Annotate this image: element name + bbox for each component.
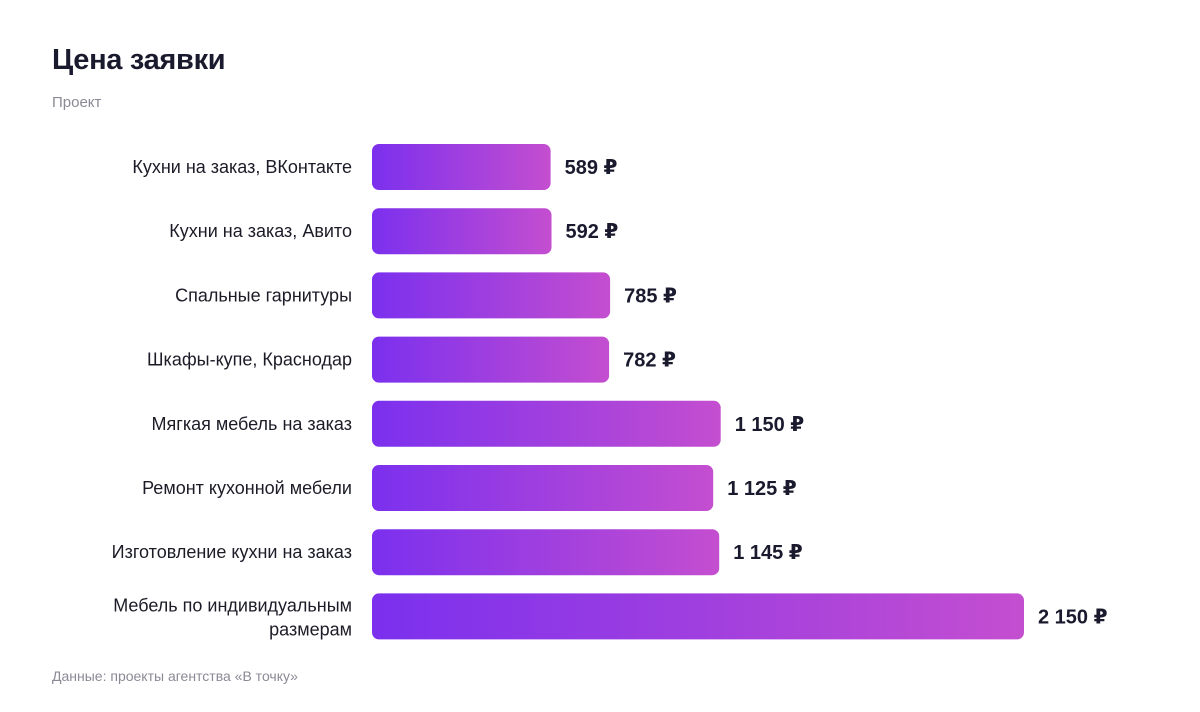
bar-row: Ремонт кухонной мебели 1 125 ₽ — [142, 465, 797, 511]
category-label: Кухни на заказ, ВКонтакте — [132, 157, 352, 177]
bar — [372, 593, 1024, 640]
value-label: 1 125 ₽ — [727, 478, 797, 500]
chart-subtitle: Проект — [52, 94, 102, 111]
value-label: 1 145 ₽ — [733, 542, 803, 564]
bars-group: Кухни на заказ, ВКонтакте 589 ₽Кухни на з… — [112, 144, 1108, 640]
bar-row: Кухни на заказ, ВКонтакте 589 ₽ — [132, 144, 618, 190]
bar — [372, 144, 551, 190]
bar — [372, 529, 720, 576]
bar-row: Кухни на заказ, Авито 592 ₽ — [169, 208, 619, 255]
value-label: 592 ₽ — [566, 221, 619, 243]
category-label: Ремонт кухонной мебели — [142, 478, 352, 498]
value-label: 785 ₽ — [624, 285, 677, 307]
bar — [372, 465, 714, 511]
bar — [372, 336, 610, 383]
data-source-note: Данные: проекты агентства «В точку» — [52, 668, 298, 684]
chart-title: Цена заявки — [52, 44, 226, 76]
category-label: Мебель по индивидуальным размерам — [113, 595, 352, 639]
bar — [372, 208, 552, 255]
bar — [372, 272, 611, 319]
bar-row: Мебель по индивидуальным размерам 2 150 ₽ — [113, 593, 1108, 640]
bar-row: Спальные гарнитуры 785 ₽ — [175, 272, 677, 319]
category-label: Мягкая мебель на заказ — [152, 414, 352, 434]
value-label: 1 150 ₽ — [735, 414, 805, 436]
category-label: Кухни на заказ, Авито — [169, 221, 352, 241]
value-label: 2 150 ₽ — [1038, 606, 1108, 628]
bar-row: Мягкая мебель на заказ 1 150 ₽ — [152, 400, 805, 447]
category-label: Шкафы-купе, Краснодар — [147, 350, 352, 370]
value-label: 782 ₽ — [623, 350, 676, 372]
value-label: 589 ₽ — [565, 157, 618, 179]
category-label: Изготовление кухни на заказ — [112, 542, 352, 562]
category-label: Спальные гарнитуры — [175, 285, 352, 305]
bar — [372, 400, 721, 447]
bar-row: Шкафы-купе, Краснодар 782 ₽ — [147, 336, 676, 383]
bar-row: Изготовление кухни на заказ 1 145 ₽ — [112, 529, 803, 576]
